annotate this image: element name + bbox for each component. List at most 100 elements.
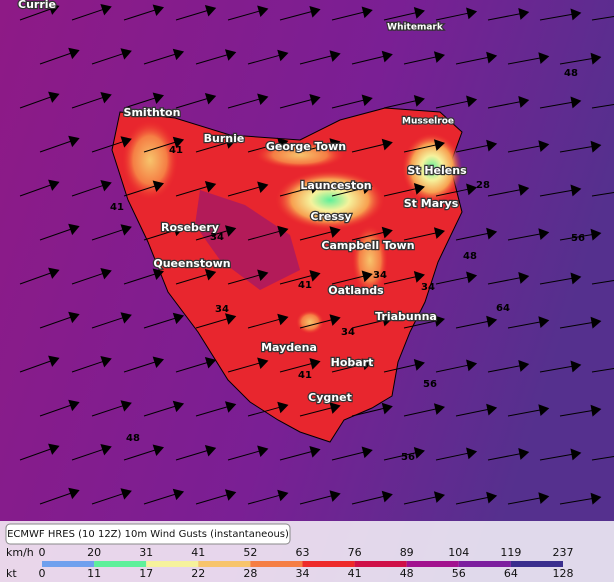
gust-region [275, 170, 385, 230]
wind-arrow-head [518, 360, 530, 372]
wind-arrow-shaft [123, 272, 159, 285]
wind-arrow-shaft [279, 450, 315, 461]
wind-arrow-head [68, 223, 80, 236]
contour-label: 28 [476, 180, 490, 191]
wind-arrow-head [48, 355, 60, 367]
wind-arrow-head [570, 360, 582, 373]
wind-arrow-shaft [559, 57, 596, 65]
contour-label: 48 [463, 251, 477, 262]
wind-arrow-head [329, 402, 341, 414]
wind-arrow-head [100, 268, 112, 280]
wind-arrow-head [329, 226, 341, 238]
wind-arrow-head [486, 491, 498, 504]
wind-arrow-shaft [19, 95, 55, 109]
wind-arrow-head [381, 490, 393, 503]
wind-arrow-shaft [331, 98, 368, 109]
wind-arrow-head [309, 182, 321, 194]
wind-arrow-head [309, 94, 321, 106]
wind-arrow-shaft [227, 9, 263, 21]
colorbar-segment [406, 561, 459, 567]
wind-arrow-head [100, 92, 112, 104]
wind-arrow-shaft [123, 360, 159, 373]
wind-arrow-shaft [299, 142, 335, 153]
kmh-label: 89 [400, 546, 414, 559]
wind-arrow-shaft [123, 184, 159, 197]
wind-arrow-head [538, 492, 550, 505]
wind-arrow-shaft [351, 55, 388, 65]
wind-arrow-shaft [71, 447, 107, 461]
kmh-label: 104 [448, 546, 469, 559]
wind-arrow-head [257, 5, 269, 18]
calm-region [195, 190, 300, 290]
wind-arrow-head [120, 400, 132, 412]
wind-arrow-shaft [123, 96, 159, 109]
gust-region [255, 141, 345, 169]
wind-arrow-shaft [455, 496, 492, 505]
wind-arrow-shaft [331, 274, 368, 285]
wind-arrow-shaft [351, 495, 388, 505]
legend-title: ECMWF HRES (10 12Z) 10m Wind Gusts (inst… [7, 529, 289, 540]
wind-arrow-head [381, 226, 393, 239]
wind-arrow-head [277, 489, 289, 502]
wind-arrow-shaft [507, 232, 544, 241]
place-label: Currie [18, 0, 56, 11]
wind-arrow-shaft [175, 449, 211, 461]
wind-arrow-shaft [19, 183, 55, 197]
wind-arrow-head [225, 489, 237, 501]
kmh-label: 52 [243, 546, 257, 559]
wind-arrow-head [466, 447, 478, 460]
contour-label: 34 [421, 282, 435, 293]
wind-arrow-shaft [487, 364, 524, 373]
wind-arrow-shaft [383, 451, 420, 461]
wind-arrow-shaft [383, 363, 420, 373]
wind-arrow-shaft [71, 359, 107, 373]
wind-arrow-shaft [39, 403, 75, 417]
kt-label: 41 [348, 567, 362, 580]
wind-arrow-head [538, 316, 550, 329]
wind-arrow-shaft [351, 407, 388, 417]
wind-arrow-head [309, 446, 321, 458]
wind-arrow-shaft [383, 187, 420, 197]
wind-arrow-head [361, 182, 373, 195]
contour-label: 34 [341, 327, 355, 338]
wind-arrow-head [413, 359, 425, 371]
wind-arrow-head [309, 358, 321, 370]
wind-arrow-shaft [279, 10, 315, 21]
place-label: St Marys [404, 197, 459, 210]
place-label: Oatlands [328, 284, 384, 297]
wind-arrow-shaft [19, 7, 55, 21]
wind-arrow-head [277, 137, 289, 150]
wind-arrow-shaft [143, 492, 179, 505]
wind-arrow-shaft [247, 317, 283, 329]
colorbar-segment [250, 561, 303, 567]
wind-arrow-head [361, 358, 373, 371]
kmh-label: 20 [87, 546, 101, 559]
wind-arrow-shaft [143, 52, 179, 65]
wind-arrows [19, 3, 614, 505]
wind-arrow-shaft [403, 495, 440, 505]
wind-arrow-head [48, 443, 60, 455]
place-label: Burnie [204, 132, 245, 145]
place-label: Launceston [300, 179, 371, 192]
wind-arrow-shaft [455, 56, 492, 65]
kt-label: 48 [400, 567, 414, 580]
place-label: Queenstown [153, 257, 230, 270]
wind-arrow-shaft [591, 192, 614, 197]
wind-arrow-head [361, 94, 373, 107]
wind-arrow-head [277, 401, 289, 414]
wind-arrow-head [204, 181, 217, 193]
places: Currie Whitemark Musselroe Smithton Burn… [17, 0, 468, 405]
legend-title-box [5, 523, 291, 545]
place-label: Triabunna [375, 310, 437, 323]
kmh-label: 31 [139, 546, 153, 559]
kmh-label: 0 [39, 546, 46, 559]
wind-arrow-shaft [19, 359, 55, 373]
wind-arrow-head [486, 227, 498, 240]
wind-arrow-head [257, 269, 269, 282]
wind-arrow-head [172, 224, 185, 237]
wind-arrow-head [590, 316, 602, 329]
wind-arrow-shaft [331, 186, 368, 197]
kt-label: 17 [139, 567, 153, 580]
kt-label: 11 [87, 567, 101, 580]
kt-label: 28 [243, 567, 257, 580]
